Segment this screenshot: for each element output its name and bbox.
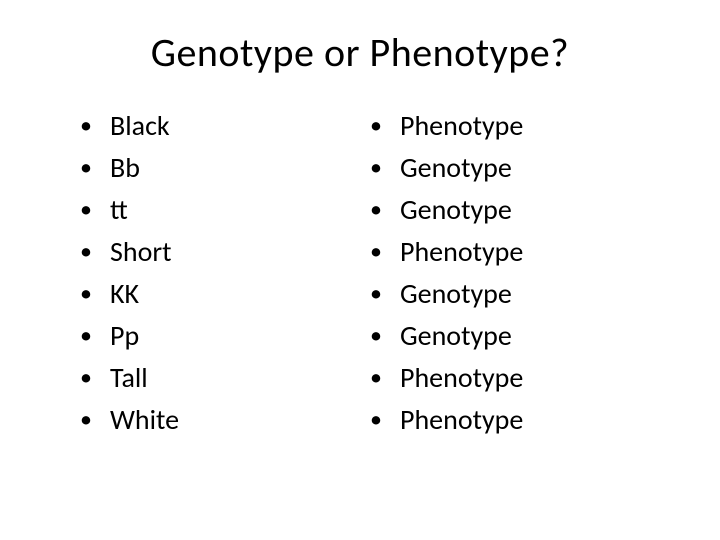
bullet-icon: • [80, 366, 110, 390]
bullet-icon: • [80, 408, 110, 432]
bullet-icon: • [370, 324, 400, 348]
left-column: • Black • Bb • tt • Short • KK • Pp [80, 105, 370, 441]
item-label: KK [110, 280, 139, 308]
bullet-icon: • [80, 114, 110, 138]
list-item: • Genotype [370, 147, 660, 189]
right-column: • Phenotype • Genotype • Genotype • Phen… [370, 105, 660, 441]
list-item: • Black [80, 105, 370, 147]
item-label: Phenotype [400, 364, 523, 392]
content-columns: • Black • Bb • tt • Short • KK • Pp [60, 105, 660, 441]
list-item: • Pp [80, 315, 370, 357]
list-item: • Phenotype [370, 105, 660, 147]
item-label: Phenotype [400, 406, 523, 434]
item-label: Short [110, 238, 171, 266]
list-item: • Genotype [370, 189, 660, 231]
bullet-icon: • [80, 240, 110, 264]
list-item: • Bb [80, 147, 370, 189]
item-label: Genotype [400, 154, 512, 182]
item-label: Genotype [400, 196, 512, 224]
item-label: Genotype [400, 280, 512, 308]
list-item: • tt [80, 189, 370, 231]
item-label: White [110, 406, 179, 434]
bullet-icon: • [370, 156, 400, 180]
bullet-icon: • [370, 240, 400, 264]
list-item: • Genotype [370, 315, 660, 357]
list-item: • Tall [80, 357, 370, 399]
list-item: • Short [80, 231, 370, 273]
bullet-icon: • [80, 198, 110, 222]
list-item: • Phenotype [370, 399, 660, 441]
item-label: Phenotype [400, 112, 523, 140]
list-item: • KK [80, 273, 370, 315]
item-label: Pp [110, 322, 139, 350]
item-label: Bb [110, 154, 140, 182]
item-label: Black [110, 112, 170, 140]
bullet-icon: • [80, 156, 110, 180]
slide: Genotype or Phenotype? • Black • Bb • tt… [0, 0, 720, 540]
list-item: • Phenotype [370, 231, 660, 273]
bullet-icon: • [370, 198, 400, 222]
list-item: • Phenotype [370, 357, 660, 399]
item-label: Genotype [400, 322, 512, 350]
bullet-icon: • [370, 366, 400, 390]
item-label: Tall [110, 364, 148, 392]
bullet-icon: • [80, 324, 110, 348]
list-item: • White [80, 399, 370, 441]
item-label: tt [110, 196, 128, 224]
bullet-icon: • [370, 282, 400, 306]
slide-title: Genotype or Phenotype? [60, 28, 660, 77]
item-label: Phenotype [400, 238, 523, 266]
list-item: • Genotype [370, 273, 660, 315]
bullet-icon: • [80, 282, 110, 306]
bullet-icon: • [370, 408, 400, 432]
bullet-icon: • [370, 114, 400, 138]
